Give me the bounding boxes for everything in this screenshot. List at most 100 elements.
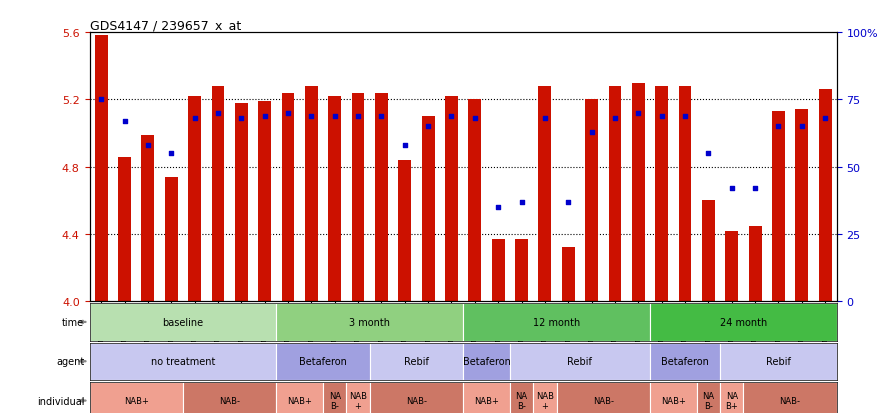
Point <box>164 150 178 157</box>
Point <box>747 185 762 192</box>
Bar <box>533 382 556 413</box>
Bar <box>720 343 836 380</box>
Bar <box>89 343 276 380</box>
Bar <box>282 93 294 301</box>
Text: agent: agent <box>55 356 84 366</box>
Text: 24 month: 24 month <box>719 317 766 327</box>
Bar <box>421 117 434 301</box>
Text: NA
B-: NA B- <box>515 391 527 410</box>
Point <box>677 113 691 119</box>
Bar <box>720 382 743 413</box>
Bar <box>351 93 364 301</box>
Bar <box>276 382 323 413</box>
Text: NAB-: NAB- <box>406 396 426 405</box>
Point <box>187 116 201 122</box>
Bar <box>649 343 720 380</box>
Text: time: time <box>62 317 84 327</box>
Point <box>117 118 131 125</box>
Bar <box>515 240 527 301</box>
Bar <box>89 304 276 341</box>
Text: NAB
+: NAB + <box>536 391 553 410</box>
Bar <box>538 87 551 301</box>
Bar <box>556 382 649 413</box>
Bar <box>164 177 178 301</box>
Bar <box>561 248 574 301</box>
Text: NA
B+: NA B+ <box>724 391 738 410</box>
Text: NAB
+: NAB + <box>349 391 367 410</box>
Bar <box>463 382 510 413</box>
Point <box>468 116 482 122</box>
Bar <box>141 135 154 301</box>
Bar <box>747 226 761 301</box>
Point <box>561 199 575 205</box>
Text: 3 month: 3 month <box>349 317 390 327</box>
Text: no treatment: no treatment <box>150 356 215 366</box>
Bar <box>678 87 691 301</box>
Point <box>350 113 365 119</box>
Bar <box>188 97 201 301</box>
Bar <box>585 100 597 301</box>
Text: Rebif: Rebif <box>567 356 592 366</box>
Bar <box>463 304 649 341</box>
Point <box>700 150 714 157</box>
Bar <box>369 382 463 413</box>
Bar <box>328 97 341 301</box>
Point <box>584 129 598 135</box>
Text: NAB-: NAB- <box>779 396 800 405</box>
Bar <box>491 240 504 301</box>
Bar <box>276 343 369 380</box>
Text: Rebif: Rebif <box>765 356 790 366</box>
Text: NA
B-: NA B- <box>328 391 341 410</box>
Point <box>443 113 458 119</box>
Bar <box>369 343 463 380</box>
Point <box>654 113 668 119</box>
Point <box>537 116 552 122</box>
Point <box>281 110 295 117</box>
Point <box>211 110 225 117</box>
Bar <box>649 304 836 341</box>
Text: Betaferon: Betaferon <box>299 356 347 366</box>
Text: Rebif: Rebif <box>403 356 428 366</box>
Bar <box>444 97 458 301</box>
Text: NAB-: NAB- <box>592 396 613 405</box>
Bar <box>375 93 387 301</box>
Bar <box>305 87 317 301</box>
Point <box>94 97 108 104</box>
Text: baseline: baseline <box>162 317 203 327</box>
Point <box>397 142 411 149</box>
Bar <box>701 201 714 301</box>
Bar <box>211 87 224 301</box>
Text: Betaferon: Betaferon <box>661 356 708 366</box>
Text: NA
B-: NA B- <box>702 391 713 410</box>
Point <box>257 113 272 119</box>
Text: GDS4147 / 239657_x_at: GDS4147 / 239657_x_at <box>89 19 240 32</box>
Point <box>724 185 738 192</box>
Point <box>140 142 155 149</box>
Bar <box>323 382 346 413</box>
Text: NAB+: NAB+ <box>660 396 685 405</box>
Bar <box>724 231 738 301</box>
Bar <box>398 161 410 301</box>
Point <box>327 113 342 119</box>
Bar <box>258 102 271 301</box>
Bar <box>510 382 533 413</box>
Point <box>374 113 388 119</box>
Bar <box>346 382 369 413</box>
Bar <box>608 87 620 301</box>
Bar <box>631 83 644 301</box>
Point <box>817 116 831 122</box>
Point <box>420 123 434 130</box>
Bar <box>468 100 481 301</box>
Bar <box>818 90 831 301</box>
Bar <box>276 304 463 341</box>
Bar <box>95 36 107 301</box>
Point <box>771 123 785 130</box>
Bar <box>795 110 807 301</box>
Point <box>234 116 249 122</box>
Text: 12 month: 12 month <box>532 317 579 327</box>
Text: NAB+: NAB+ <box>474 396 498 405</box>
Bar <box>182 382 276 413</box>
Point <box>304 113 318 119</box>
Point <box>491 204 505 211</box>
Text: individual: individual <box>37 396 84 406</box>
